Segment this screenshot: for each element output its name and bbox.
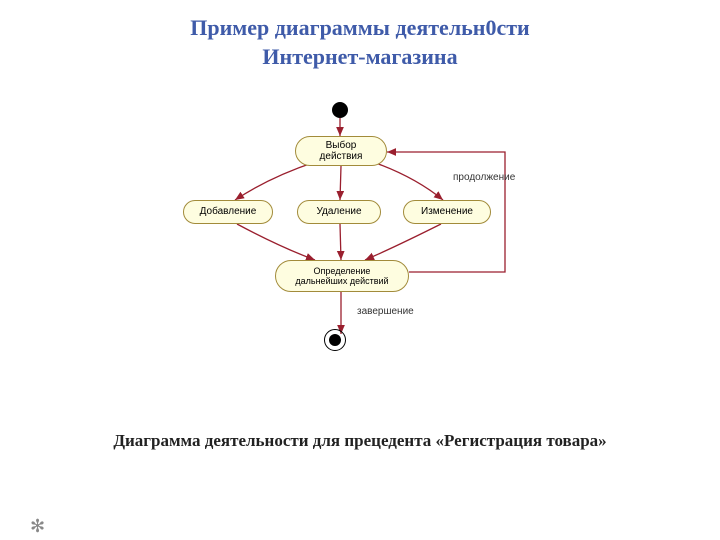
edge-select-add (235, 162, 315, 200)
activity-diagram: Выбордействия Добавление Удаление Изменение… (175, 102, 545, 382)
caption: Диаграмма деятельности для прецедента «Р… (0, 430, 720, 453)
edge-select-chg (373, 162, 443, 200)
page-title: Пример диаграммы деятельн0сти Интернет-м… (0, 14, 720, 71)
activity-next: Определениедальнейших действий (275, 260, 409, 292)
edge-add-next (237, 224, 315, 260)
final-node (324, 329, 346, 351)
slide-bullet-icon: ✻ (30, 516, 40, 526)
activity-select: Выбордействия (295, 136, 387, 166)
caption-text: Диаграмма деятельности для прецедента «Р… (113, 431, 606, 450)
activity-chg: Изменение (403, 200, 491, 224)
title-line2: Интернет-магазина (262, 44, 457, 69)
edge-label: продолжение (453, 172, 515, 183)
activity-add: Добавление (183, 200, 273, 224)
edge-select-del (340, 166, 341, 200)
edge-label: завершение (357, 306, 414, 317)
title-line1: Пример диаграммы деятельн0сти (190, 15, 529, 40)
edge-chg-next (365, 224, 441, 260)
edge-del-next (340, 224, 341, 260)
activity-del: Удаление (297, 200, 381, 224)
final-node-inner (329, 334, 341, 346)
initial-node (332, 102, 348, 118)
